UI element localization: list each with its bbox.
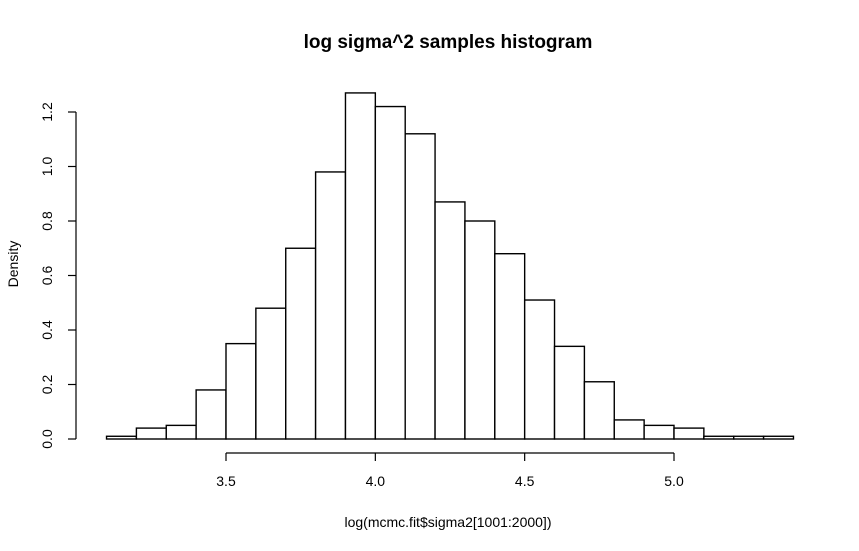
- histogram-bar: [165, 424, 197, 440]
- y-axis-title: Density: [5, 241, 21, 288]
- histogram-bar: [643, 424, 675, 440]
- x-axis: 3.5 4.0 4.5 5.0: [216, 452, 684, 489]
- histogram-bar: [374, 105, 406, 440]
- y-tick-label: 1.2: [39, 102, 55, 122]
- histogram-bar: [673, 427, 705, 440]
- histogram-bar: [494, 252, 526, 440]
- y-tick-label: 0.0: [39, 429, 55, 449]
- y-tick-label: 1.0: [39, 157, 55, 177]
- x-tick-label: 5.0: [664, 473, 684, 489]
- bars-group: [105, 92, 795, 440]
- histogram-bar: [105, 435, 138, 440]
- y-tick-label: 0.4: [39, 320, 55, 340]
- histogram-bar: [464, 220, 496, 440]
- histogram-bar: [135, 427, 167, 440]
- x-tick-label: 3.5: [216, 473, 236, 489]
- histogram-bar: [285, 247, 317, 440]
- y-axis: 0.0 0.2 0.4 0.6 0.8 1.0 1.2: [39, 102, 77, 449]
- histogram-bar: [434, 201, 466, 440]
- x-tick-label: 4.0: [366, 473, 386, 489]
- histogram-bar: [404, 133, 436, 440]
- histogram-bar: [523, 299, 556, 440]
- histogram-bar: [762, 435, 795, 440]
- histogram-bar: [553, 345, 586, 440]
- x-axis-title: log(mcmc.fit$sigma2[1001:2000]): [345, 514, 552, 530]
- chart-title: log sigma^2 samples histogram: [304, 32, 593, 53]
- histogram-bar: [314, 171, 347, 440]
- histogram-bar: [255, 307, 287, 440]
- y-tick-label: 0.6: [39, 266, 55, 286]
- histogram-bar: [733, 435, 765, 440]
- histogram-bar: [195, 389, 227, 440]
- histogram-bar: [703, 435, 735, 440]
- histogram-bar: [344, 92, 377, 440]
- histogram-bar: [225, 342, 257, 440]
- x-tick-label: 4.5: [515, 473, 535, 489]
- y-tick-label: 0.8: [39, 211, 55, 231]
- histogram-bar: [583, 381, 615, 440]
- histogram-bar: [613, 419, 645, 440]
- y-tick-label: 0.2: [39, 375, 55, 395]
